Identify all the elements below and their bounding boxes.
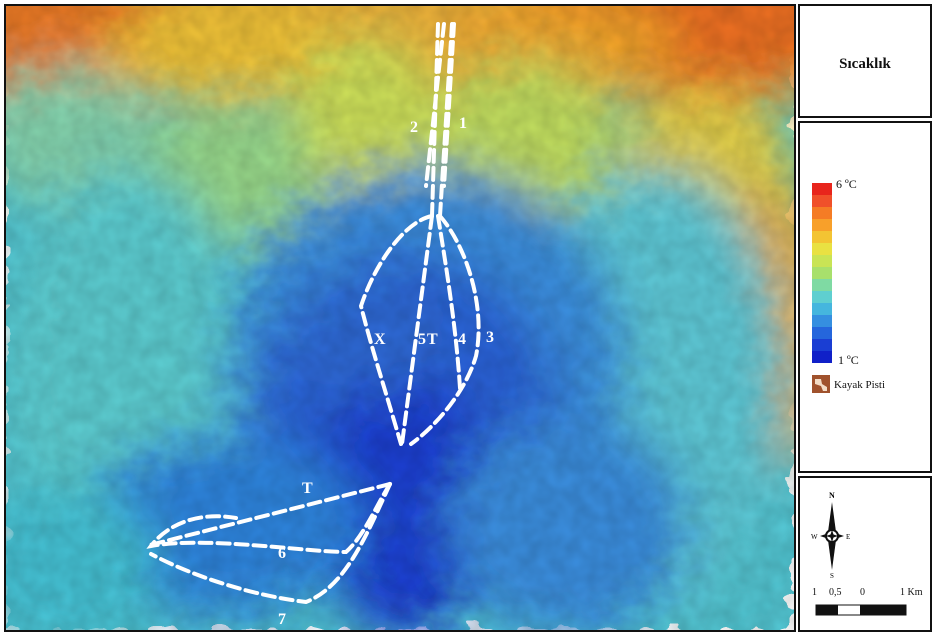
compass-west: W: [811, 533, 818, 541]
legend-panel: 6 ºC 1 ºC Kayak Pisti: [798, 121, 932, 473]
ramp-swatch: [812, 291, 832, 304]
ski-run-1b[interactable]: [442, 22, 456, 188]
ramp-swatch: [812, 327, 832, 340]
map-title: Sıcaklık: [839, 56, 891, 72]
track-label-3: 3: [486, 329, 494, 346]
ramp-swatch: [812, 339, 832, 352]
ski-run-t[interactable]: [144, 482, 392, 548]
scale-label-05: 0,5: [829, 587, 842, 598]
track-label-4: 4: [458, 331, 466, 348]
legend-max-label: 6 ºC: [836, 177, 857, 191]
temperature-map[interactable]: 1 2 3 4 5 T X 6 7 T: [6, 6, 794, 630]
ramp-swatch: [812, 315, 832, 328]
track-label-5: 5: [418, 331, 426, 348]
compass-east: E: [846, 533, 850, 541]
ramp-swatch: [812, 231, 832, 244]
compass-south: S: [830, 572, 834, 580]
compass-panel: N S E W 1 0,5 0 1 Km: [798, 476, 932, 632]
ramp-swatch: [812, 243, 832, 256]
track-label-1: 1: [459, 115, 467, 132]
north-arrow-icon: [820, 502, 844, 570]
legend-ski-run-label: Kayak Pisti: [834, 379, 886, 391]
track-label-6: 6: [278, 545, 286, 562]
compass-and-scale: N S E W 1 0,5 0 1 Km: [811, 491, 923, 616]
ski-run-6[interactable]: [146, 482, 392, 555]
compass-north: N: [829, 491, 835, 500]
ramp-swatch: [812, 255, 832, 268]
ramp-swatch: [812, 279, 832, 292]
ski-run-2b[interactable]: [424, 22, 446, 188]
temperature-color-ramp: [812, 183, 832, 363]
ramp-swatch: [812, 183, 832, 196]
ramp-swatch: [812, 303, 832, 316]
scale-label-1km: 1 Km: [900, 587, 923, 598]
scale-labels: 1 0,5 0 1 Km: [812, 587, 923, 598]
ramp-swatch: [812, 219, 832, 232]
ski-run-7[interactable]: [149, 482, 392, 605]
track-labels: 1 2 3 4 5 T X 6 7 T: [278, 115, 494, 628]
ramp-swatch: [812, 267, 832, 280]
ski-run-x[interactable]: [358, 214, 434, 446]
ski-run-icon: [812, 375, 830, 393]
ski-run-4[interactable]: [436, 214, 462, 390]
ramp-swatch: [812, 195, 832, 208]
track-label-x: X: [374, 331, 386, 348]
map-panel[interactable]: 1 2 3 4 5 T X 6 7 T: [4, 4, 796, 632]
track-label-t-lower: T: [302, 480, 313, 497]
track-label-t-upper: T: [427, 331, 438, 348]
scale-bar: [815, 604, 907, 616]
ski-run-3[interactable]: [409, 214, 481, 446]
scale-label-0: 0: [860, 587, 865, 598]
title-panel: Sıcaklık: [798, 4, 932, 118]
track-label-2: 2: [410, 119, 418, 136]
ski-run-5[interactable]: [400, 214, 434, 446]
shading-texture: [6, 6, 794, 630]
legend-min-label: 1 ºC: [838, 353, 859, 367]
ski-runs: [144, 22, 481, 605]
ski-run-1a[interactable]: [438, 22, 454, 218]
ramp-swatch: [812, 351, 832, 363]
ramp-swatch: [812, 207, 832, 220]
track-label-7: 7: [278, 611, 286, 628]
scale-label-1: 1: [812, 587, 817, 598]
